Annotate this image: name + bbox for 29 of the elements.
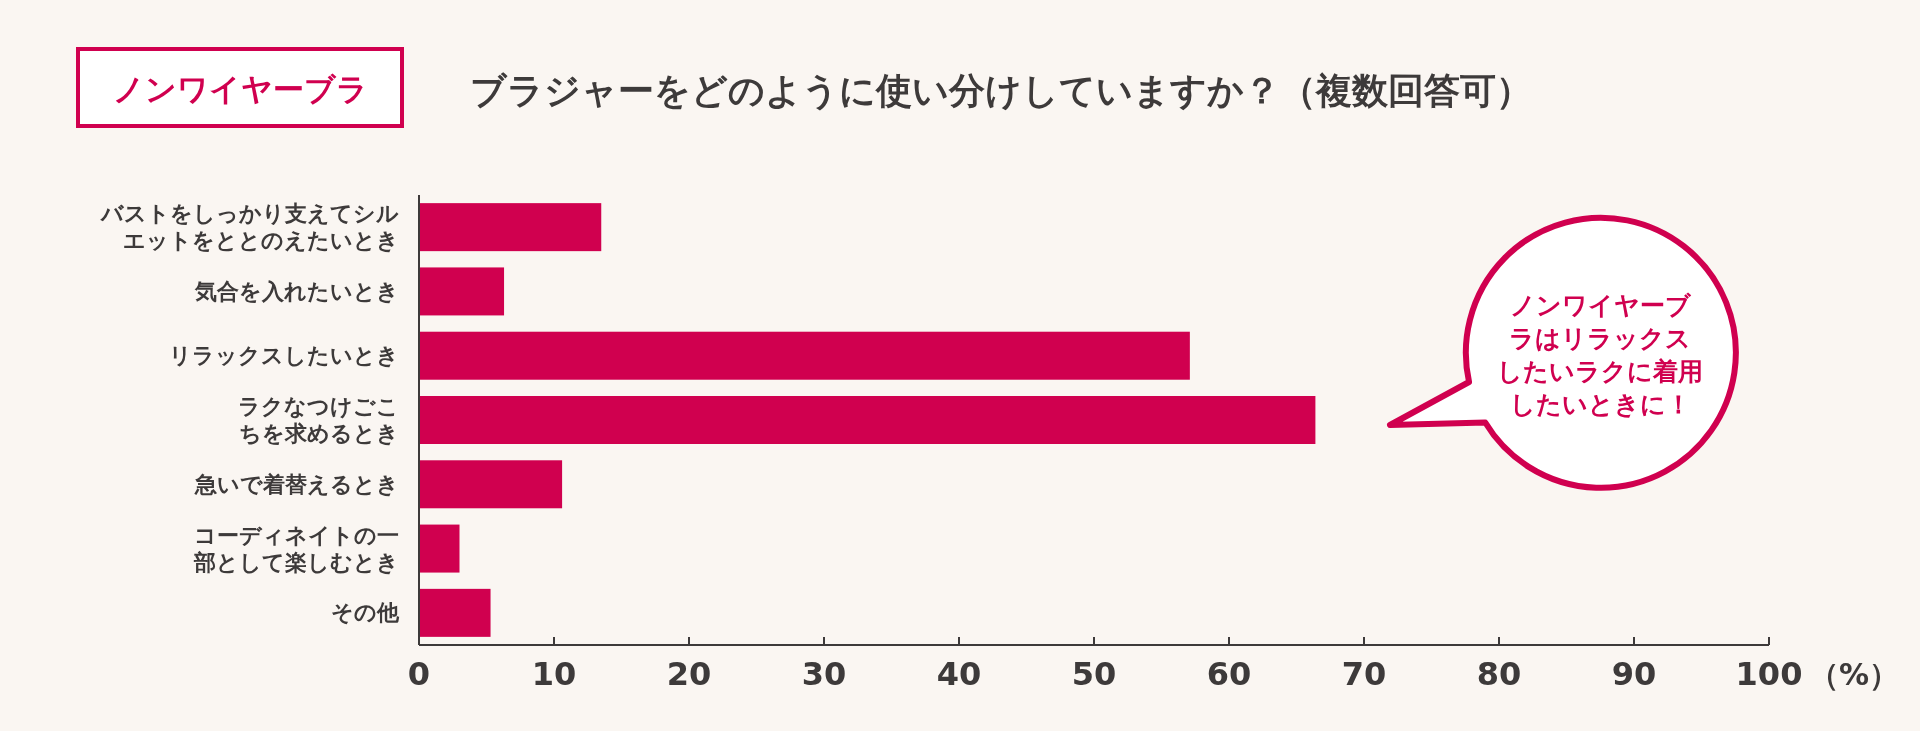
x-tick-label: 30 [801,655,847,693]
bar [419,396,1316,444]
y-tick-label: リラックスしたいとき [168,342,399,370]
bar [419,267,505,316]
x-tick-label: 80 [1476,655,1522,693]
x-tick-label: 0 [407,655,431,693]
y-tick-label: その他 [330,599,399,627]
annotation: ノンワイヤーブラはリラックスしたいラクに着用したいときに！ [1496,290,1704,421]
x-axis-title: （%） [1809,657,1900,692]
y-tick-label: ラクなつけごこちを求めるとき [237,393,399,447]
bar [419,203,602,252]
x-tick-label: 50 [1071,655,1117,693]
x-tick-label: 70 [1341,655,1387,693]
x-tick-label: 10 [531,655,577,693]
y-tick-label: バストをしっかり支えてシルエットをととのえたいとき [99,200,399,255]
x-tick-label: 100 [1735,655,1803,693]
x-tick-label: 60 [1206,655,1252,693]
y-tick-label: コーディネイトの一部として楽しむとき [192,521,399,576]
x-tick-label: 20 [666,655,712,693]
y-tick-label: 急いで着替えるとき [193,470,399,498]
bar [419,524,460,573]
chart-title: ブラジャーをどのように使い分けしていますか？（複数回答可） [470,70,1532,111]
bar [419,331,1190,380]
y-tick-label: 気合を入れたいとき [194,277,399,305]
bar [419,588,491,637]
x-tick-label: 90 [1611,655,1657,693]
x-tick-label: 40 [936,655,982,693]
bar [419,460,563,509]
chart-subtitle: ノンワイヤーブラ [112,71,368,107]
